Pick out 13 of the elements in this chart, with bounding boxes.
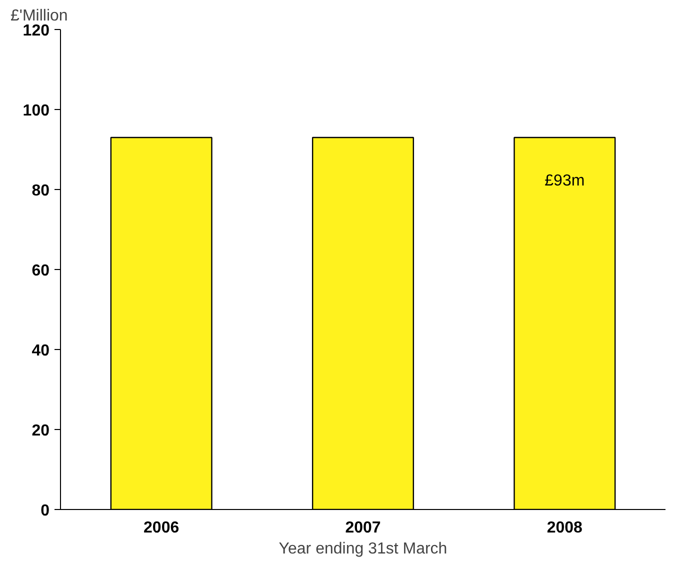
x-tick-label: 2006 (144, 520, 180, 536)
y-tick-label: 40 (32, 342, 50, 360)
y-tick-label: 20 (32, 422, 50, 440)
y-tick-label: 80 (32, 182, 50, 200)
y-tick-label: 100 (22, 102, 50, 120)
data-label: £93m (544, 172, 585, 190)
y-tick-label: 60 (32, 262, 50, 280)
x-tick-label: 2007 (345, 520, 381, 536)
y-tick-label: 0 (40, 502, 50, 520)
x-axis-title: Year ending 31st March (278, 540, 448, 558)
x-tick-label: 2008 (546, 520, 583, 536)
y-tick-label: 120 (22, 22, 50, 40)
y-axis-title: £'Million (10, 8, 68, 24)
